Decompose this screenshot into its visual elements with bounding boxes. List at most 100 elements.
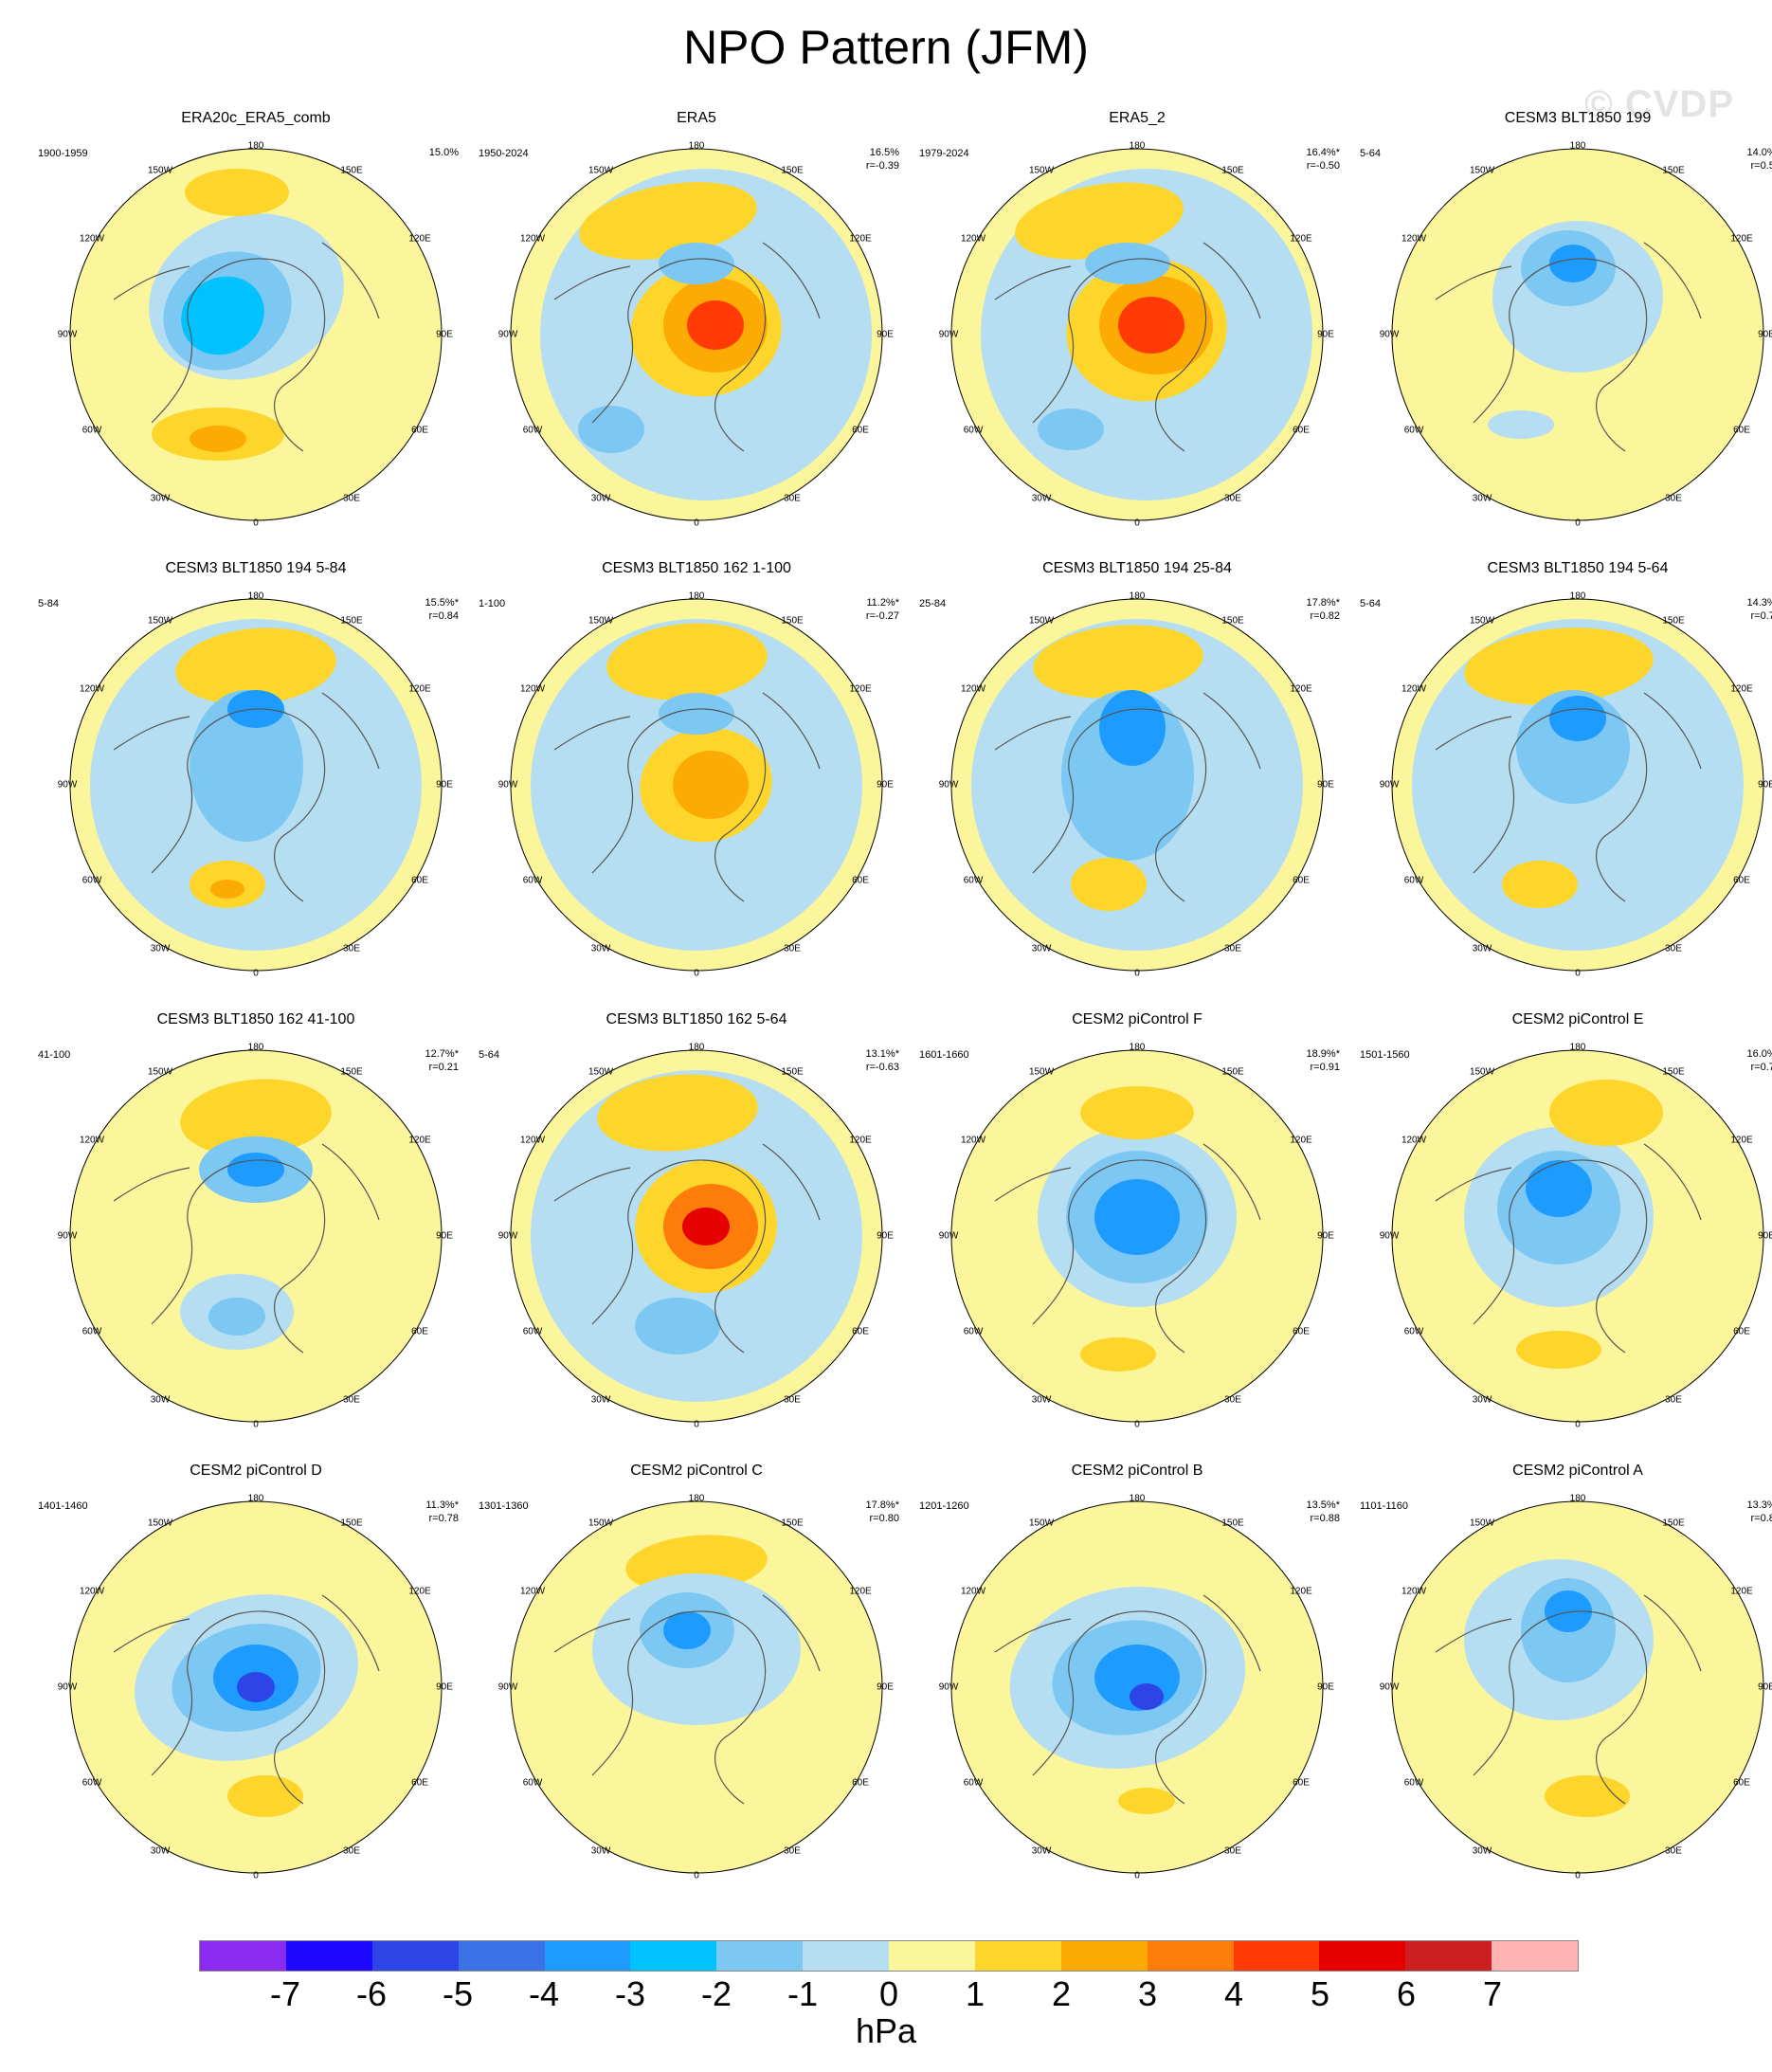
longitude-label: 60W — [963, 1326, 984, 1337]
longitude-label: 90E — [436, 779, 453, 791]
longitude-label: 60W — [963, 425, 984, 436]
longitude-label: 90E — [436, 1230, 453, 1242]
explained-variance: 17.8%* — [865, 1499, 899, 1511]
anomaly-contour — [1015, 182, 1184, 260]
longitude-label: 0 — [253, 1870, 259, 1881]
longitude-label: 180 — [1569, 140, 1586, 152]
longitude-label: 30E — [1224, 1845, 1241, 1857]
panel-title: CESM2 piControl E — [1511, 1011, 1644, 1027]
panel-title: ERA5 — [677, 110, 716, 126]
longitude-label: 0 — [1134, 1419, 1140, 1430]
panel-stats: 16.4%* r=-0.50 — [1307, 146, 1340, 173]
longitude-label: 0 — [253, 1419, 259, 1430]
longitude-label: 150E — [1221, 615, 1244, 627]
panel-title: CESM2 piControl A — [1512, 1463, 1643, 1479]
longitude-label: 90E — [877, 1230, 894, 1242]
longitude-label: 150E — [1662, 615, 1685, 627]
panel-stats: 11.3%* r=0.78 — [425, 1499, 459, 1525]
longitude-label: 60W — [522, 1777, 543, 1789]
colorbar-swatch — [1060, 1941, 1148, 1971]
panel-stats: 13.5%* r=0.88 — [1307, 1499, 1340, 1525]
longitude-label: 150W — [1469, 1066, 1495, 1078]
map-panel: CESM2 piControl E 1501-1560 16.0%* r=0.73 18… — [1360, 1011, 1772, 1463]
longitude-label: 120W — [519, 1586, 546, 1597]
polar-map — [69, 148, 443, 521]
longitude-label: 150E — [1221, 1066, 1244, 1078]
longitude-label: 150W — [588, 615, 614, 627]
map-border — [1391, 148, 1764, 521]
map-panel: CESM2 piControl B 1201-1260 13.5%* r=0.88 18… — [919, 1463, 1355, 1914]
map-panel: ERA20c_ERA5_comb 1900-1959 15.0% 180 150E 120… — [38, 110, 474, 561]
longitude-label: 120E — [1730, 1586, 1753, 1597]
anomaly-contour — [227, 1775, 303, 1817]
coastlines — [994, 692, 1261, 902]
map-border — [950, 148, 1324, 521]
longitude-label: 30W — [590, 493, 611, 504]
longitude-label: 60W — [963, 1777, 984, 1789]
longitude-label: 90E — [1758, 329, 1772, 340]
longitude-label: 90E — [1317, 1681, 1334, 1693]
panel-years: 5-64 — [1360, 148, 1382, 159]
longitude-label: 30W — [590, 1394, 611, 1406]
anomaly-contour — [208, 1298, 265, 1336]
panel-years: 1201-1260 — [919, 1500, 969, 1512]
polar-map — [950, 1500, 1324, 1874]
colorbar-swatch — [1147, 1941, 1234, 1971]
map-border — [69, 1500, 443, 1874]
polar-map — [510, 1500, 883, 1874]
longitude-label: 30E — [784, 493, 801, 504]
longitude-label: 30W — [1472, 943, 1492, 954]
longitude-label: 90E — [1317, 329, 1334, 340]
longitude-label: 90W — [938, 1230, 959, 1242]
longitude-label: 60W — [522, 875, 543, 886]
colorbar-tick-label: 3 — [1137, 1974, 1158, 2013]
longitude-label: 60W — [81, 875, 102, 886]
coastlines — [113, 692, 380, 902]
panel-title: CESM2 piControl F — [1072, 1011, 1202, 1027]
panel-title: CESM3 BLT1850 194 25-84 — [1042, 560, 1232, 576]
anomaly-contour — [1118, 1788, 1175, 1814]
map-border — [1391, 598, 1764, 972]
explained-variance: 16.0%* — [1746, 1048, 1772, 1060]
longitude-label: 180 — [688, 1493, 705, 1504]
longitude-label: 30W — [1031, 943, 1052, 954]
panel-years: 41-100 — [38, 1049, 71, 1061]
colorbar-tick-label: -7 — [269, 1974, 301, 2013]
map-panel: CESM3 BLT1850 194 5-84 5-84 15.5%* r=0.84 18… — [38, 560, 474, 1011]
longitude-label: 0 — [694, 968, 699, 979]
longitude-label: 30E — [1224, 493, 1241, 504]
longitude-label: 120E — [408, 233, 431, 245]
anomaly-contour — [1080, 1086, 1194, 1139]
panel-years: 25-84 — [919, 598, 947, 609]
panel-years: 1950-2024 — [479, 148, 529, 159]
longitude-label: 150E — [340, 615, 363, 627]
panel-years: 1501-1560 — [1360, 1049, 1410, 1061]
longitude-label: 60E — [1293, 1326, 1310, 1337]
coastlines — [113, 242, 380, 452]
anomaly-contour — [687, 300, 744, 350]
pattern-correlation: r=0.78 — [428, 1513, 460, 1524]
anomaly-contour — [1545, 1775, 1630, 1817]
anomaly-contour — [210, 880, 244, 899]
anomaly-contour — [185, 169, 289, 216]
longitude-label: 180 — [247, 140, 264, 152]
longitude-label: 90E — [1317, 1230, 1334, 1242]
longitude-label: 120E — [849, 233, 872, 245]
colorbar-swatch — [200, 1941, 286, 1971]
colorbar-swatch — [544, 1941, 631, 1971]
longitude-label: 60E — [852, 1777, 869, 1789]
explained-variance: 12.7%* — [425, 1048, 459, 1060]
map-panel: CESM3 BLT1850 162 5-64 5-64 13.1%* r=-0.63 1… — [479, 1011, 914, 1463]
longitude-label: 90W — [57, 779, 78, 791]
colorbar-swatch — [1492, 1941, 1578, 1971]
colorbar-tick-label: 7 — [1482, 1974, 1503, 2013]
colorbar-tick-label: 2 — [1051, 1974, 1072, 2013]
longitude-label: 90W — [57, 329, 78, 340]
longitude-label: 150W — [1469, 615, 1495, 627]
watermark: © CVDP — [1584, 83, 1734, 125]
anomaly-contour — [1502, 861, 1578, 908]
longitude-label: 150E — [781, 1066, 804, 1078]
panel-stats: 12.7%* r=0.21 — [425, 1047, 459, 1074]
map-panel: ERA5_2 1979-2024 16.4%* r=-0.50 180 150E 120E 9… — [919, 110, 1355, 561]
anomaly-contour — [1488, 410, 1554, 439]
